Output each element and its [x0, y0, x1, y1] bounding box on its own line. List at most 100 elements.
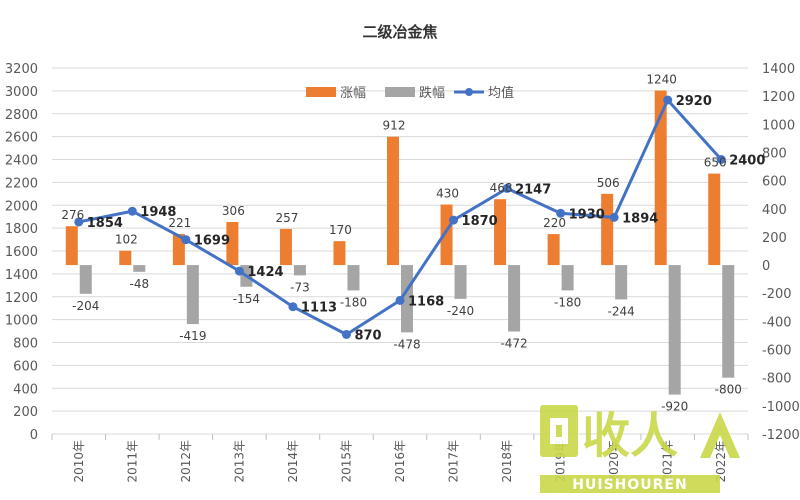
x-tick-label: 2012年 [179, 440, 193, 483]
avg-point [288, 302, 298, 312]
label-fall: -240 [447, 304, 474, 318]
x-axis: 2010年 2011年 2012年 2013年 2014年 2015年 2016年 2017年… [72, 440, 728, 483]
x-tick-label: 2011年 [125, 440, 139, 483]
chart-title: 二级冶金焦 [362, 23, 437, 41]
label-avg: 1948 [140, 205, 176, 220]
bar-rise [333, 241, 346, 266]
left-tick-label: 1200 [5, 291, 38, 306]
right-tick-label: 1200 [762, 90, 795, 105]
left-tick-label: 2400 [5, 154, 38, 169]
label-rise: 221 [168, 216, 191, 230]
label-fall: -154 [233, 292, 260, 306]
bar-rise [387, 136, 399, 266]
label-avg: 1424 [247, 265, 283, 280]
left-tick-label: 800 [13, 337, 38, 352]
legend-swatch-fall [385, 87, 415, 97]
legend-marker-avg [465, 88, 473, 96]
x-tick-label: 2016年 [393, 440, 407, 483]
label-avg: 2400 [729, 154, 765, 169]
avg-point [181, 235, 191, 245]
legend-label-avg: 均值 [488, 85, 514, 101]
left-tick-label: 2200 [5, 176, 38, 191]
right-tick-label: -600 [762, 344, 792, 359]
label-avg: 1854 [87, 216, 123, 231]
bar-rise [65, 226, 78, 266]
bar-rise [708, 173, 721, 266]
label-rise: 306 [222, 204, 245, 218]
label-fall: -419 [179, 329, 206, 343]
avg-point [449, 215, 459, 225]
bar-fall [508, 265, 521, 332]
bars [65, 90, 735, 395]
label-avg: 1699 [194, 234, 230, 249]
left-tick-label: 3000 [5, 85, 38, 100]
x-tick-label: 2010年 [72, 440, 86, 483]
avg-point [609, 212, 619, 222]
label-fall: -204 [72, 299, 99, 313]
left-tick-label: 2800 [5, 108, 38, 123]
left-tick-label: 3200 [5, 62, 38, 77]
legend-label-rise: 涨幅 [340, 86, 366, 101]
label-rise: 506 [597, 176, 620, 190]
x-tick-label: 2018年 [500, 440, 514, 483]
label-avg: 2920 [676, 94, 712, 109]
bar-fall [186, 265, 199, 325]
label-rise: 276 [61, 208, 84, 222]
data-labels: 276 -204 102 -48 221 -419 306 -154 257 -73 170 -180… [61, 73, 765, 414]
bar-rise [494, 199, 507, 266]
label-rise: 220 [543, 216, 566, 230]
avg-point [341, 329, 351, 339]
label-rise: 1240 [646, 73, 677, 87]
watermark-logo: 收 人 HUISHOUREN [540, 405, 740, 493]
label-avg: 1894 [622, 211, 658, 226]
avg-point [663, 95, 673, 105]
bar-rise [172, 233, 185, 266]
label-rise: 650 [704, 156, 727, 170]
label-rise: 102 [115, 233, 138, 247]
bar-fall [401, 265, 413, 333]
x-tick-label: 2021年 [661, 440, 675, 483]
legend-swatch-rise [306, 87, 336, 97]
x-tick-label: 2022年 [714, 440, 728, 483]
bar-fall [454, 265, 467, 299]
x-tick-label: 2017年 [447, 440, 461, 483]
right-tick-label: 1000 [762, 118, 795, 133]
avg-point [502, 183, 512, 193]
label-fall: -73 [290, 280, 310, 294]
left-tick-label: 400 [13, 382, 38, 397]
bar-rise [654, 90, 667, 266]
bar-fall [133, 265, 146, 272]
label-fall: -244 [608, 304, 635, 318]
left-tick-label: 200 [13, 405, 38, 420]
label-fall: -920 [661, 400, 688, 414]
right-tick-label: -1200 [762, 428, 800, 443]
left-tick-label: 0 [30, 428, 38, 443]
label-rise: 468 [490, 181, 513, 195]
legend: 涨幅 跌幅 均值 [306, 85, 514, 101]
svg-text:HUISHOUREN: HUISHOUREN [572, 477, 687, 493]
bar-rise [601, 193, 614, 266]
right-tick-label: 600 [762, 175, 787, 190]
label-fall: -800 [715, 383, 742, 397]
label-avg: 1168 [408, 294, 444, 309]
bar-rise [226, 222, 239, 266]
svg-text:收: 收 [582, 408, 630, 464]
left-tick-label: 2600 [5, 131, 38, 146]
x-tick-label: 2014年 [286, 440, 300, 483]
avg-point [74, 217, 84, 227]
grid [51, 67, 749, 440]
left-tick-label: 1000 [5, 314, 38, 329]
label-avg: 870 [354, 328, 381, 343]
x-tick-label: 2015年 [339, 440, 353, 483]
bar-rise [547, 234, 560, 266]
label-avg: 1870 [462, 214, 498, 229]
right-tick-label: -400 [762, 315, 792, 330]
bar-fall [722, 265, 735, 378]
avg-point [716, 155, 726, 164]
avg-point [234, 266, 244, 276]
right-tick-label: -1000 [762, 400, 800, 415]
left-tick-label: 600 [13, 359, 38, 374]
right-axis: -1200 -1000 -800 -600 -400 -200 0 200 400 600 800 1… [762, 62, 800, 443]
left-tick-label: 2000 [5, 199, 38, 214]
